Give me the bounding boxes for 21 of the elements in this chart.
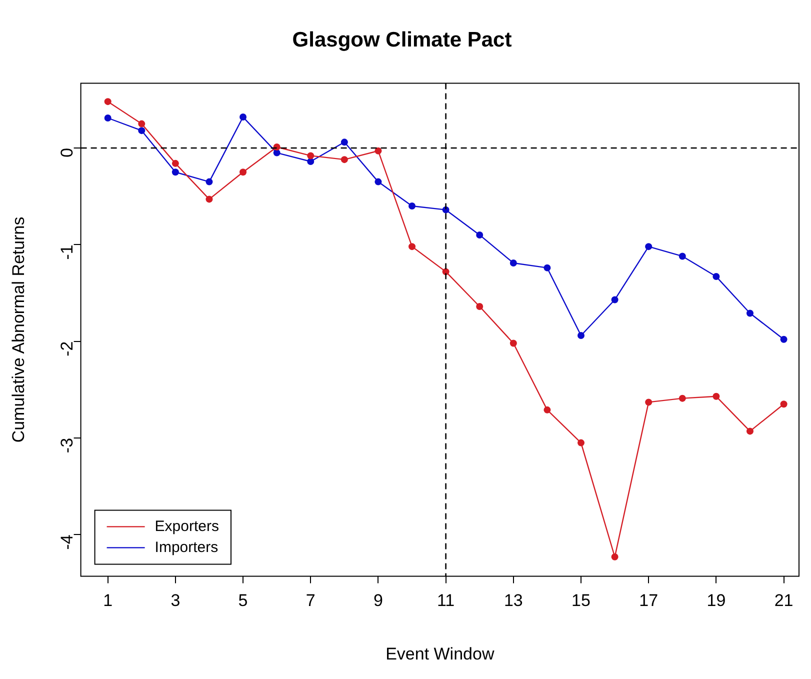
x-tick-label: 3 (170, 591, 180, 610)
x-tick-label: 13 (504, 591, 523, 610)
y-tick-label: -3 (57, 438, 76, 454)
x-tick-label: 1 (103, 591, 113, 610)
chart-title: Glasgow Climate Pact (292, 28, 512, 52)
x-tick-label: 21 (774, 591, 794, 610)
y-tick-label: -2 (57, 341, 76, 356)
legend-label: Importers (154, 538, 218, 556)
x-tick-label: 7 (306, 591, 316, 610)
y-tick-label: -1 (57, 244, 76, 260)
y-tick-label: 0 (57, 148, 76, 158)
y-tick-label: -4 (57, 534, 76, 550)
x-tick-label: 17 (639, 591, 658, 610)
x-tick-label: 15 (572, 591, 590, 610)
x-tick-label: 19 (706, 591, 726, 610)
x-tick-label: 5 (238, 591, 248, 610)
x-axis-title: Event Window (386, 644, 495, 664)
legend-label: Exporters (154, 518, 220, 535)
y-axis-title: Cumulative Abnormal Returns (8, 216, 28, 443)
x-tick-label: 11 (436, 591, 455, 610)
x-tick-label: 9 (373, 591, 383, 610)
